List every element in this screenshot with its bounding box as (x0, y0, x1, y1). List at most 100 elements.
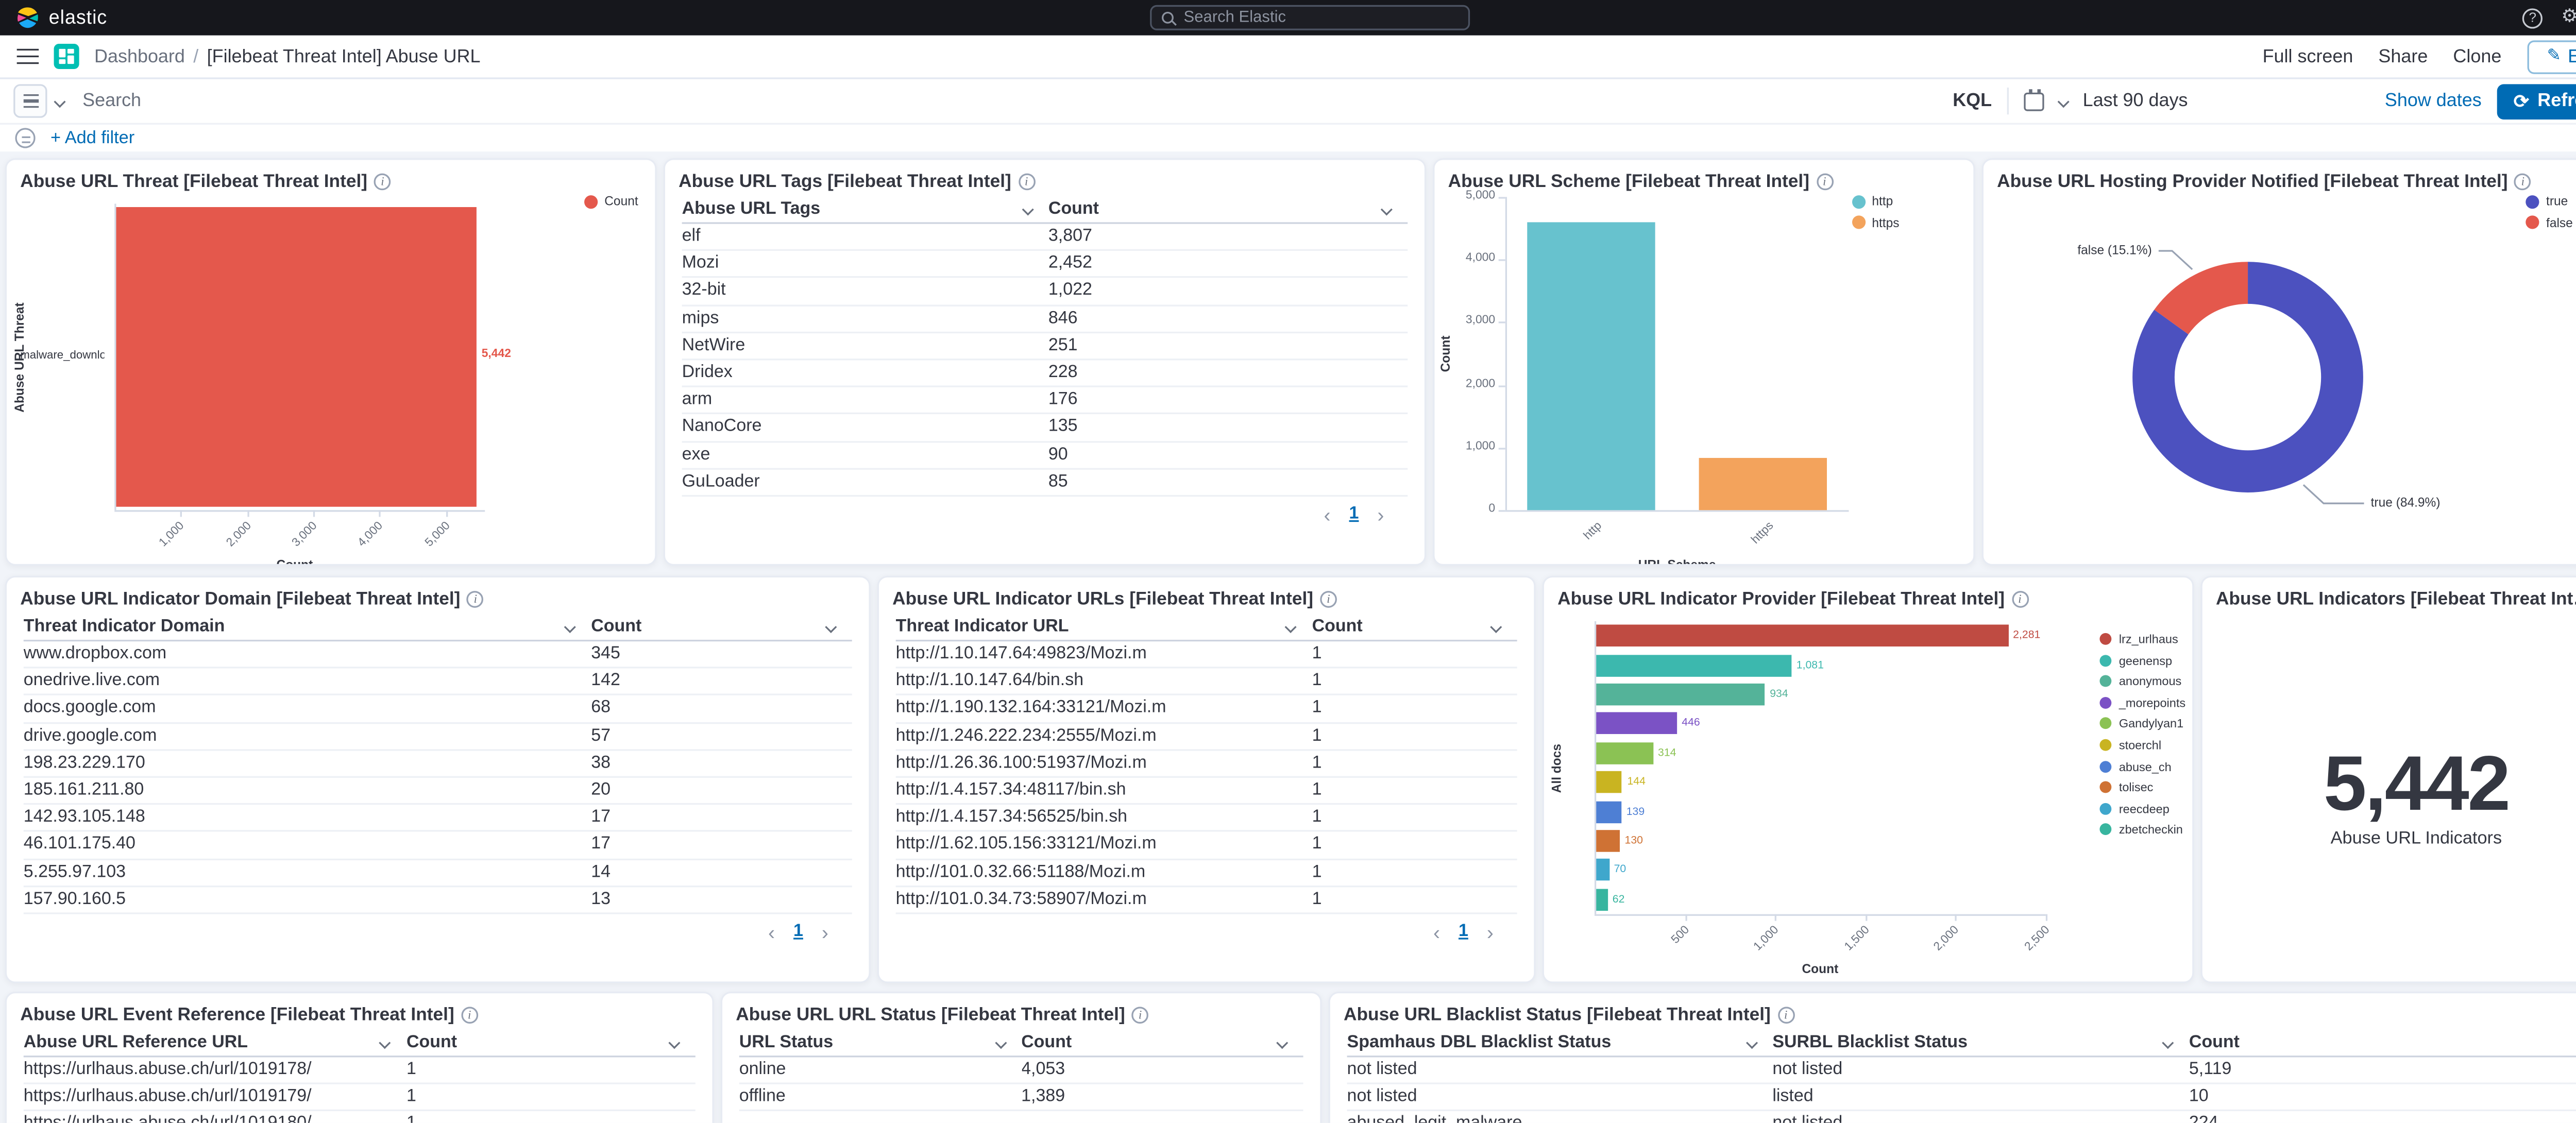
info-icon[interactable]: i (2011, 591, 2028, 608)
add-filter-button[interactable]: + Add filter (50, 128, 135, 148)
legend-item-anonymous[interactable]: anonymous (2100, 674, 2181, 689)
legend-item-zbetcheckin[interactable]: zbetcheckin (2100, 822, 2183, 837)
info-icon[interactable]: i (1018, 173, 1035, 191)
column-header-surbl-blacklist-status[interactable]: SURBL Blacklist Status (1772, 1029, 2189, 1056)
legend-item-tolisec[interactable]: tolisec (2100, 779, 2154, 795)
share-button[interactable]: Share (2378, 46, 2428, 67)
info-icon[interactable]: i (1777, 1007, 1794, 1024)
column-header-abuse-url-tags[interactable]: Abuse URL Tags (682, 195, 1048, 222)
column-header-count[interactable]: Count (2189, 1029, 2576, 1056)
pagination-next-icon[interactable]: › (821, 921, 828, 945)
bar-abuse_ch[interactable] (1596, 801, 1621, 823)
pagination-page-1[interactable]: 1 (793, 923, 803, 942)
legend-item-abuse_ch[interactable]: abuse_ch (2100, 759, 2172, 774)
legend-item-stoerchl[interactable]: stoerchl (2100, 737, 2161, 753)
panel-title[interactable]: Abuse URL Threat [Filebeat Threat Intel] (20, 172, 368, 192)
panel-title[interactable]: Abuse URL Indicator URLs [Filebeat Threa… (892, 589, 1314, 610)
info-icon[interactable]: i (1816, 173, 1833, 191)
search-input[interactable]: Search (82, 91, 142, 111)
bar-anonymous[interactable] (1596, 683, 1765, 706)
calendar-icon[interactable] (2024, 88, 2044, 111)
bar-zbetcheckin[interactable] (1596, 888, 1607, 911)
chevron-down-icon[interactable] (54, 95, 66, 107)
info-icon[interactable]: i (467, 591, 484, 608)
time-range-button[interactable]: Last 90 days (2082, 91, 2188, 111)
elastic-logo[interactable]: elastic (15, 5, 107, 30)
legend-item-lrz_urlhaus[interactable]: lrz_urlhaus (2100, 632, 2178, 646)
legend-item-Count[interactable]: Count (584, 194, 638, 209)
panel-title[interactable]: Abuse URL Blacklist Status [Filebeat Thr… (1344, 1005, 1771, 1026)
pagination-prev-icon[interactable]: ‹ (768, 921, 775, 945)
menu-icon[interactable] (16, 48, 39, 65)
pagination-prev-icon[interactable]: ‹ (1433, 921, 1440, 945)
global-search-input[interactable]: Search Elastic (1150, 5, 1470, 30)
pagination-page-1[interactable]: 1 (1349, 505, 1359, 524)
bar-lrz_urlhaus[interactable] (1596, 625, 2008, 647)
info-icon[interactable]: i (461, 1007, 478, 1024)
legend-item-reecdeep[interactable]: reecdeep (2100, 801, 2170, 816)
bar-http[interactable] (1527, 222, 1655, 511)
info-icon[interactable]: i (374, 173, 391, 191)
legend-item-https[interactable]: https (1852, 215, 1900, 230)
legend-item-_morepoints[interactable]: _morepoints (2100, 695, 2185, 710)
info-icon[interactable]: i (1320, 591, 1337, 608)
legend-item-true[interactable]: true (2526, 194, 2568, 209)
info-icon[interactable]: i (1131, 1007, 1149, 1024)
bar-stoerchl[interactable] (1596, 771, 1622, 793)
panel-title[interactable]: Abuse URL Tags [Filebeat Threat Intel] (679, 172, 1011, 192)
legend-item-http[interactable]: http (1852, 194, 1893, 209)
query-language-button[interactable]: KQL (1953, 91, 1992, 111)
panel-title[interactable]: Abuse URL Indicator Provider [Filebeat T… (1557, 589, 2005, 610)
gear-icon[interactable]: ⚙ (2561, 8, 2576, 27)
column-header-threat-indicator-domain[interactable]: Threat Indicator Domain (24, 613, 591, 640)
panel-title[interactable]: Abuse URL Indicator Domain [Filebeat Thr… (20, 589, 461, 610)
panel-title[interactable]: Abuse URL Scheme [Filebeat Threat Intel] (1448, 172, 1809, 192)
legend-label: tolisec (2119, 779, 2154, 795)
bar-malware_download[interactable] (116, 207, 477, 507)
breadcrumb-dashboard[interactable]: Dashboard (94, 46, 185, 67)
column-header-abuse-url-reference-url[interactable]: Abuse URL Reference URL (24, 1029, 406, 1056)
bar-reecdeep[interactable] (1596, 859, 1609, 881)
column-header-threat-indicator-url[interactable]: Threat Indicator URL (896, 613, 1312, 640)
column-header-count[interactable]: Count (1312, 613, 1517, 640)
pagination-next-icon[interactable]: › (1486, 921, 1494, 945)
bar-_morepoints[interactable] (1596, 712, 1677, 735)
slice-false[interactable] (2132, 262, 2363, 492)
bar-value-label: 5,442 (481, 348, 512, 361)
column-header-count[interactable]: Count (406, 1029, 696, 1056)
panel-title[interactable]: Abuse URL Indicators [Filebeat Threat In… (2215, 589, 2576, 610)
table-cell: 10 (2189, 1088, 2209, 1107)
legend-label: true (2546, 193, 2568, 209)
column-header-count[interactable]: Count (1021, 1029, 1303, 1056)
info-icon[interactable]: i (2514, 173, 2532, 191)
dashboard-app-icon[interactable] (54, 43, 79, 69)
column-header-count[interactable]: Count (1048, 195, 1408, 222)
pagination-next-icon[interactable]: › (1377, 503, 1384, 527)
column-header-spamhaus-dbl-blacklist-status[interactable]: Spamhaus DBL Blacklist Status (1347, 1029, 1773, 1056)
show-dates-button[interactable]: Show dates (2384, 91, 2482, 111)
table-row: onedrive.live.com 142 (23, 669, 852, 696)
column-header-count[interactable]: Count (591, 613, 852, 640)
table-cell: docs.google.com (23, 699, 156, 718)
column-header-url-status[interactable]: URL Status (739, 1029, 1021, 1056)
refresh-button[interactable]: ⟳ Refresh (2497, 83, 2576, 119)
bar-Gandylyan1[interactable] (1596, 742, 1653, 764)
clone-button[interactable]: Clone (2453, 46, 2502, 67)
bar-https[interactable] (1699, 457, 1827, 511)
legend-item-geenensp[interactable]: geenensp (2100, 653, 2172, 668)
full-screen-button[interactable]: Full screen (2262, 46, 2353, 67)
edit-button[interactable]: ✎ Edit (2527, 39, 2576, 74)
pagination-prev-icon[interactable]: ‹ (1324, 503, 1331, 527)
chevron-down-icon[interactable] (2057, 95, 2070, 107)
panel-title[interactable]: Abuse URL Hosting Provider Notified [Fil… (1997, 172, 2508, 192)
pagination-page-1[interactable]: 1 (1458, 923, 1468, 942)
filter-options-icon[interactable] (15, 128, 36, 148)
panel-title[interactable]: Abuse URL Event Reference [Filebeat Thre… (20, 1005, 454, 1026)
legend-item-Gandylyan1[interactable]: Gandylyan1 (2100, 716, 2183, 731)
panel-title[interactable]: Abuse URL URL Status [Filebeat Threat In… (736, 1005, 1125, 1026)
help-icon[interactable]: ? (2522, 7, 2543, 28)
bar-geenensp[interactable] (1596, 654, 1791, 676)
bar-tolisec[interactable] (1596, 830, 1620, 852)
legend-item-false[interactable]: false (2526, 215, 2573, 230)
saved-query-menu-button[interactable] (13, 84, 47, 118)
